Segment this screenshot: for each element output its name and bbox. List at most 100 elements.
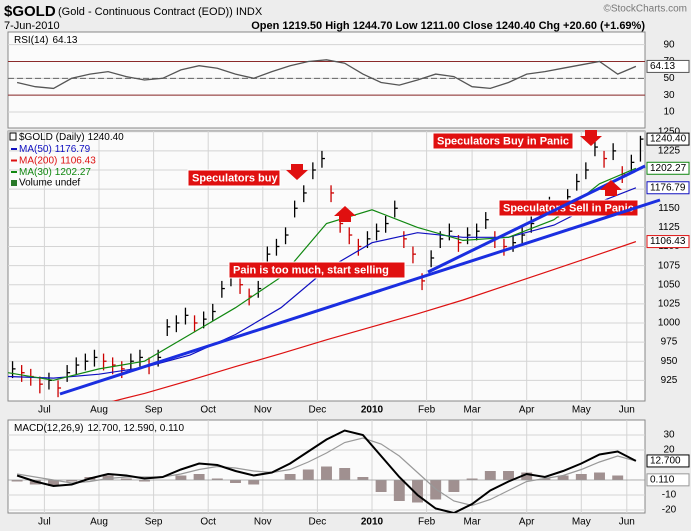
x-tick-label: Apr xyxy=(519,405,535,416)
y-tick-label: 1225 xyxy=(658,146,681,157)
y-tick-label: 1075 xyxy=(658,260,681,271)
y-tick-label: -10 xyxy=(662,490,677,501)
x-tick-label: Feb xyxy=(418,517,436,528)
x-tick-label: Apr xyxy=(519,517,535,528)
histogram-bar xyxy=(120,478,132,480)
value-box-label: 1176.79 xyxy=(650,182,686,193)
histogram-bar xyxy=(48,480,59,486)
legend-entry: MA(200) 1106.43 xyxy=(19,155,96,166)
x-tick-label: Mar xyxy=(463,517,481,528)
histogram-bar xyxy=(484,471,496,480)
x-tick-label: 2010 xyxy=(361,405,384,416)
macd-line xyxy=(16,429,637,513)
annotation: Pain is too much, start selling xyxy=(233,264,389,276)
arrow-down xyxy=(580,130,602,146)
x-tick-label: Nov xyxy=(254,517,272,528)
quote: Open 1219.50 High 1244.70 Low 1211.00 Cl… xyxy=(251,20,645,32)
legend-name: $GOLD (Daily) xyxy=(19,132,85,143)
histogram-bar xyxy=(430,480,442,500)
x-tick-label: Mar xyxy=(463,405,481,416)
legend-name: MA(200) xyxy=(19,155,57,166)
legend-entry: MACD(12,26,9) 12.700, 12.590, 0.110 xyxy=(14,423,184,434)
histogram-bar xyxy=(466,478,478,480)
histogram-bar xyxy=(575,474,587,480)
symbol: $GOLD xyxy=(4,3,56,20)
y-tick-label: 1050 xyxy=(658,279,681,290)
y-tick-label: 925 xyxy=(661,375,678,386)
histogram-bar xyxy=(339,468,351,480)
legend-swatch xyxy=(9,132,17,141)
histogram-bar xyxy=(539,478,551,480)
histogram-bar xyxy=(321,466,332,480)
x-tick-label: Jun xyxy=(619,405,635,416)
histogram-bar xyxy=(193,474,205,480)
histogram-bar xyxy=(230,480,241,483)
legend-value: 1106.43 xyxy=(60,155,96,166)
y-tick-label: 20 xyxy=(663,445,675,456)
x-tick-label: Aug xyxy=(90,405,108,416)
legend-entry: Volume undef xyxy=(19,178,80,189)
x-tick-label: Nov xyxy=(254,405,272,416)
overlay xyxy=(59,130,661,396)
x-tick-label: Feb xyxy=(418,405,436,416)
legend-name: MACD(12,26,9) xyxy=(14,423,83,434)
arrow-up xyxy=(334,206,356,222)
x-tick-label: Sep xyxy=(145,517,163,528)
histogram-bar xyxy=(557,475,569,480)
annotation-box xyxy=(228,261,406,279)
x-tick-label: Jun xyxy=(619,517,635,528)
y-tick-label: 975 xyxy=(661,337,678,348)
y-tick-label: 90 xyxy=(663,39,675,50)
histogram-bar xyxy=(211,478,223,480)
histogram-bar xyxy=(102,475,114,480)
histogram-bar xyxy=(521,472,533,480)
y-tick-label: 950 xyxy=(661,356,678,367)
value-box xyxy=(646,473,690,487)
x-tick-label: Jul xyxy=(38,517,51,528)
annotation: Speculators buy xyxy=(192,172,278,184)
histogram-bar xyxy=(357,477,369,480)
histogram-bar xyxy=(448,480,460,492)
x-tick-label: Aug xyxy=(90,517,108,528)
histogram-bar xyxy=(66,480,78,482)
y-tick-label: 50 xyxy=(663,73,675,84)
x-tick-label: Oct xyxy=(200,405,216,416)
value-box-label: 64.13 xyxy=(650,61,675,72)
value-box xyxy=(646,132,690,146)
y-tick-label: 1000 xyxy=(658,318,681,329)
legend-name: RSI(14) xyxy=(14,35,48,46)
annotation-box xyxy=(432,132,574,150)
x-tick-label: Dec xyxy=(309,405,327,416)
panel xyxy=(7,31,646,129)
legend-value: 1240.40 xyxy=(88,132,125,143)
histogram-bar xyxy=(11,480,23,482)
histogram-bar xyxy=(139,480,150,482)
histogram-bar xyxy=(503,471,514,480)
histogram-bar xyxy=(612,475,624,480)
trend-line xyxy=(59,198,661,396)
moving-average xyxy=(111,241,637,401)
annotation-box xyxy=(187,169,281,187)
value-box xyxy=(646,181,690,195)
copyright: ©StockCharts.com xyxy=(603,4,687,15)
arrow-up xyxy=(600,180,622,196)
histogram-bar xyxy=(248,480,260,485)
x-tick-label: Jul xyxy=(38,405,51,416)
legend-name: MA(50) xyxy=(19,144,52,155)
y-tick-label: 1025 xyxy=(658,299,681,310)
moving-average xyxy=(8,167,637,381)
legend-name: MA(30) xyxy=(19,167,52,178)
value-box xyxy=(646,59,690,73)
histogram-bar xyxy=(393,480,405,501)
x-tick-label: Oct xyxy=(200,517,216,528)
histogram-bar xyxy=(412,480,423,503)
legend-entry: $GOLD (Daily) 1240.40 xyxy=(19,132,124,143)
y-tick-label: 1150 xyxy=(658,203,680,214)
y-tick-label: 1125 xyxy=(658,222,680,233)
histogram-bar xyxy=(594,472,605,480)
y-tick-label: 10 xyxy=(663,107,675,118)
value-box-label: 0.110 xyxy=(650,474,675,485)
instrument-name: (Gold - Continuous Contract (EOD)) INDX xyxy=(58,6,263,18)
value-box xyxy=(646,454,690,468)
